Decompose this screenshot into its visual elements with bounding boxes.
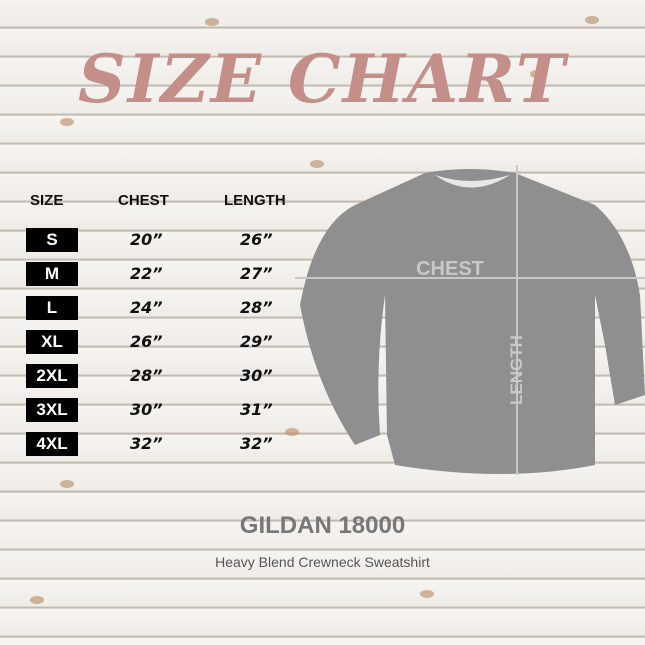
table-row: 4XL 32” 32” [0, 432, 320, 456]
chest-value: 32” [130, 434, 163, 453]
size-badge: XL [26, 330, 78, 354]
chest-value: 22” [130, 264, 163, 283]
chest-value: 30” [130, 400, 163, 419]
table-row: L 24” 28” [0, 296, 320, 320]
wood-knot [285, 428, 299, 436]
header-size: SIZE [30, 192, 64, 209]
wood-knot [530, 70, 544, 78]
wood-knot [420, 590, 434, 598]
length-value: 30” [240, 366, 273, 385]
product-model: GILDAN 18000 [239, 512, 406, 539]
size-badge: S [26, 228, 78, 252]
wood-knot [310, 160, 324, 168]
sweatshirt-image: CHEST LENGTH [295, 165, 645, 475]
table-row: XL 26” 29” [0, 330, 320, 354]
table-row: 2XL 28” 30” [0, 364, 320, 388]
header-chest: CHEST [118, 192, 169, 209]
size-badge: L [26, 296, 78, 320]
size-badge: M [26, 262, 78, 286]
chest-value: 28” [130, 366, 163, 385]
wood-knot [585, 16, 599, 24]
length-value: 31” [240, 400, 273, 419]
size-badge: 3XL [26, 398, 78, 422]
size-badge: 4XL [26, 432, 78, 456]
length-value: 28” [240, 298, 273, 317]
chest-value: 20” [130, 230, 163, 249]
product-description: Heavy Blend Crewneck Sweatshirt [215, 554, 430, 570]
length-value: 27” [240, 264, 273, 283]
length-value: 26” [240, 230, 273, 249]
wood-knot [205, 18, 219, 26]
size-badge: 2XL [26, 364, 78, 388]
length-value: 32” [240, 434, 273, 453]
chest-label: CHEST [416, 258, 484, 280]
chest-value: 24” [130, 298, 163, 317]
length-label: LENGTH [507, 335, 526, 405]
wood-knot [60, 118, 74, 126]
header-length: LENGTH [224, 192, 286, 209]
wood-knot [60, 480, 74, 488]
wood-knot [30, 596, 44, 604]
length-value: 29” [240, 332, 273, 351]
page-title: SIZE CHART [78, 40, 567, 118]
table-row: M 22” 27” [0, 262, 320, 286]
chest-value: 26” [130, 332, 163, 351]
table-row: S 20” 26” [0, 228, 320, 252]
table-row: 3XL 30” 31” [0, 398, 320, 422]
